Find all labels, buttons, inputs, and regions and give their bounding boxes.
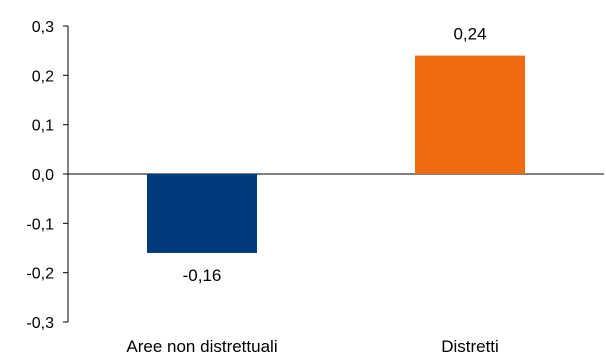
- y-tick-label: 0,3: [32, 19, 54, 36]
- bars: [147, 55, 525, 253]
- y-tick-label: 0,1: [32, 118, 54, 135]
- y-tick-label: 0,2: [32, 68, 54, 85]
- bar: [415, 55, 525, 174]
- labels: -0,16 Aree non distrettuali 0,24 Distretti: [126, 25, 498, 356]
- y-tick-label: 0,0: [32, 167, 54, 184]
- x-category-label: Aree non distrettuali: [126, 337, 277, 356]
- bar: [147, 174, 257, 253]
- y-tick-label: -0,3: [26, 315, 54, 332]
- x-category-label: Distretti: [441, 337, 499, 356]
- data-label: -0,16: [183, 266, 222, 285]
- y-axis-ticks: 0,3 0,2 0,1 0,0 -0,1 -0,2 -0,3: [26, 19, 68, 332]
- data-label: 0,24: [453, 25, 486, 44]
- y-tick-label: -0,2: [26, 266, 54, 283]
- y-tick-label: -0,1: [26, 216, 54, 233]
